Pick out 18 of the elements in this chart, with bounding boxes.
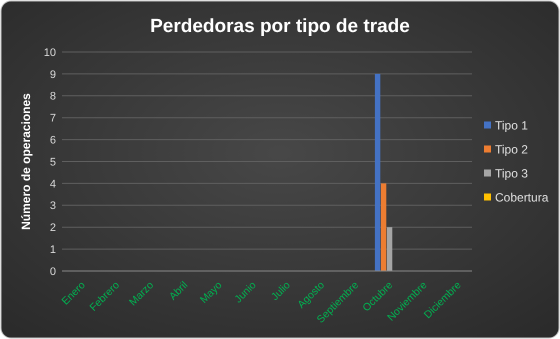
y-tick-label: 0	[50, 266, 56, 278]
y-tick-label: 10	[44, 46, 56, 59]
y-tick-label: 8	[50, 90, 56, 103]
legend-label: Cobertura	[495, 190, 549, 205]
y-axis-title: Número de operaciones	[19, 92, 33, 230]
legend-label: Tipo 1	[495, 118, 528, 133]
x-tick-label: Julio	[269, 279, 293, 303]
y-tick-label: 9	[50, 68, 56, 81]
y-tick-label: 6	[50, 134, 56, 146]
legend-label: Tipo 3	[495, 166, 528, 181]
y-tick-label: 1	[50, 244, 56, 256]
y-tick-label: 4	[50, 178, 56, 190]
y-tick-label: 2	[50, 222, 56, 234]
y-tick-label: 7	[50, 112, 56, 125]
y-tick-label: 5	[50, 156, 56, 168]
legend-label: Tipo 2	[495, 142, 528, 157]
chart-title: Perdedoras por tipo de trade	[150, 16, 410, 37]
y-tick-label: 3	[50, 200, 56, 212]
